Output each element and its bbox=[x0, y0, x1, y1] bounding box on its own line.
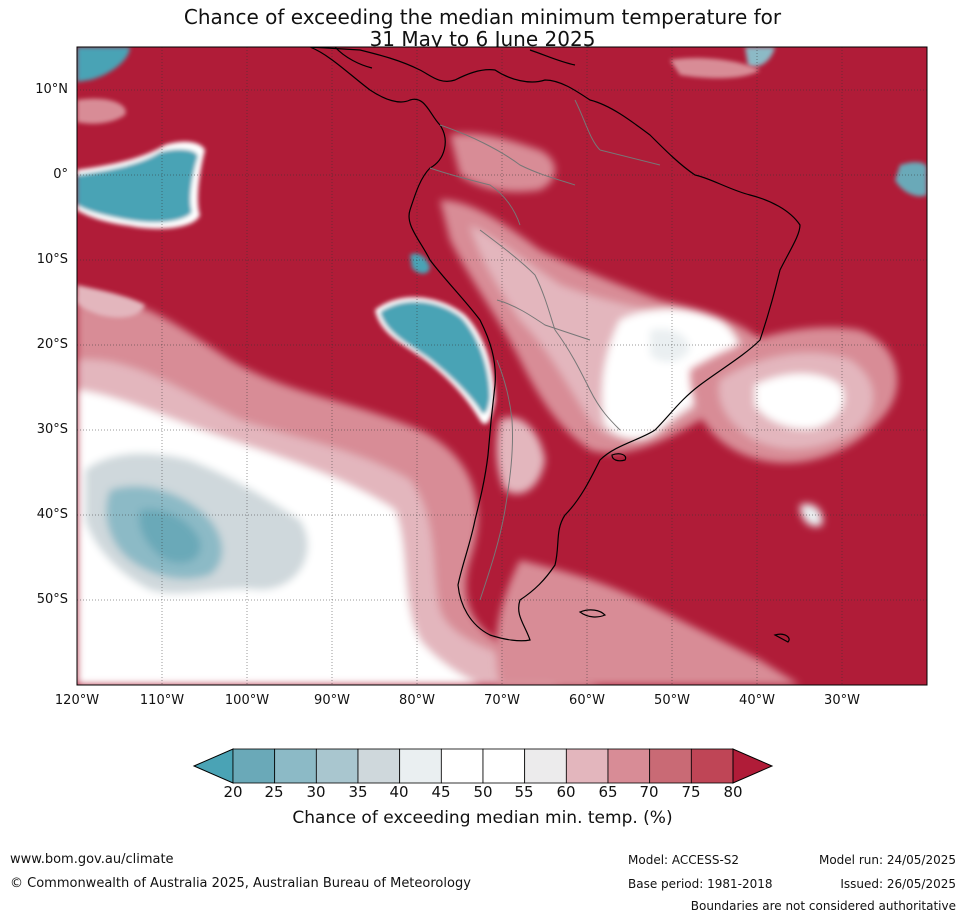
boundaries-disclaimer: Boundaries are not considered authoritat… bbox=[690, 899, 956, 913]
lon-label-50w: 50°W bbox=[654, 693, 690, 708]
model-run-date: Model run: 24/05/2025 bbox=[818, 853, 956, 867]
colorbar-tick-45: 45 bbox=[431, 783, 451, 801]
colorbar bbox=[192, 748, 774, 784]
map-title-line-1: Chance of exceeding the median minimum t… bbox=[183, 5, 782, 29]
colorbar-box-11 bbox=[649, 748, 692, 784]
colorbar-tick-55: 55 bbox=[514, 783, 534, 801]
colorbar-box-8 bbox=[524, 748, 567, 784]
colorbar-box-5 bbox=[399, 748, 442, 784]
lat-label-30s: 30°S bbox=[36, 422, 68, 437]
colorbar-tick-65: 65 bbox=[598, 783, 618, 801]
copyright-notice: © Commonwealth of Australia 2025, Austra… bbox=[10, 876, 471, 891]
south-atlantic-anomaly bbox=[496, 327, 898, 685]
lon-label-40w: 40°W bbox=[739, 693, 775, 708]
lon-label-30w: 30°W bbox=[824, 693, 860, 708]
colorbar-box-4 bbox=[357, 748, 401, 784]
colorbar-tick-25: 25 bbox=[264, 783, 284, 801]
colorbar-box-12 bbox=[690, 748, 734, 784]
lon-label-120w: 120°W bbox=[54, 693, 100, 708]
lat-label-40s: 40°S bbox=[36, 507, 68, 522]
equatorial-pacific-anomaly bbox=[77, 47, 927, 229]
south-america-anomaly bbox=[440, 133, 762, 494]
model-name: Model: ACCESS-S2 bbox=[628, 853, 740, 867]
lat-label-20s: 20°S bbox=[36, 337, 68, 352]
colorbar-tick-70: 70 bbox=[639, 783, 659, 801]
country-borders bbox=[429, 99, 661, 601]
colorbar-box-7 bbox=[482, 748, 526, 784]
lat-label-0: 0° bbox=[53, 167, 68, 182]
colorbar-box-10 bbox=[607, 748, 651, 784]
lon-label-70w: 70°W bbox=[484, 693, 520, 708]
colorbar-tick-40: 40 bbox=[389, 783, 409, 801]
lon-label-60w: 60°W bbox=[569, 693, 605, 708]
colorbar-box-9 bbox=[565, 748, 609, 784]
colorbar-title: Chance of exceeding median min. temp. (%… bbox=[292, 808, 673, 828]
colorbar-high-extension bbox=[732, 748, 774, 784]
colorbar-tick-35: 35 bbox=[348, 783, 368, 801]
map-title-line-2: 31 May to 6 June 2025 bbox=[369, 27, 596, 51]
map-frame bbox=[76, 46, 928, 686]
map-field bbox=[77, 47, 927, 685]
lat-label-10n: 10°N bbox=[35, 82, 68, 97]
colorbar-tick-80: 80 bbox=[723, 783, 743, 801]
colorbar-boxes bbox=[232, 748, 734, 784]
issued-date: Issued: 26/05/2025 bbox=[840, 877, 956, 891]
colorbar-box-3 bbox=[315, 748, 359, 784]
lat-label-10s: 10°S bbox=[36, 252, 68, 267]
website-link[interactable]: www.bom.gov.au/climate bbox=[10, 852, 174, 867]
lon-label-100w: 100°W bbox=[224, 693, 270, 708]
colorbar-tick-75: 75 bbox=[681, 783, 701, 801]
lat-label-50s: 50°S bbox=[36, 592, 68, 607]
lon-label-90w: 90°W bbox=[314, 693, 350, 708]
colorbar-box-1 bbox=[232, 748, 276, 784]
graticule bbox=[77, 47, 927, 685]
coastline bbox=[309, 47, 801, 643]
colorbar-tick-50: 50 bbox=[473, 783, 493, 801]
colorbar-box-6 bbox=[440, 748, 484, 784]
south-pacific-anomaly bbox=[77, 298, 600, 685]
colorbar-low-extension bbox=[192, 748, 234, 784]
colorbar-tick-20: 20 bbox=[223, 783, 243, 801]
north-pacific-anomaly bbox=[77, 58, 760, 318]
colorbar-tick-60: 60 bbox=[556, 783, 576, 801]
colorbar-tick-30: 30 bbox=[306, 783, 326, 801]
lon-label-110w: 110°W bbox=[139, 693, 185, 708]
chile-coast-anomaly bbox=[375, 253, 495, 424]
lon-label-80w: 80°W bbox=[399, 693, 435, 708]
base-period: Base period: 1981-2018 bbox=[628, 877, 773, 891]
colorbar-box-2 bbox=[274, 748, 317, 784]
